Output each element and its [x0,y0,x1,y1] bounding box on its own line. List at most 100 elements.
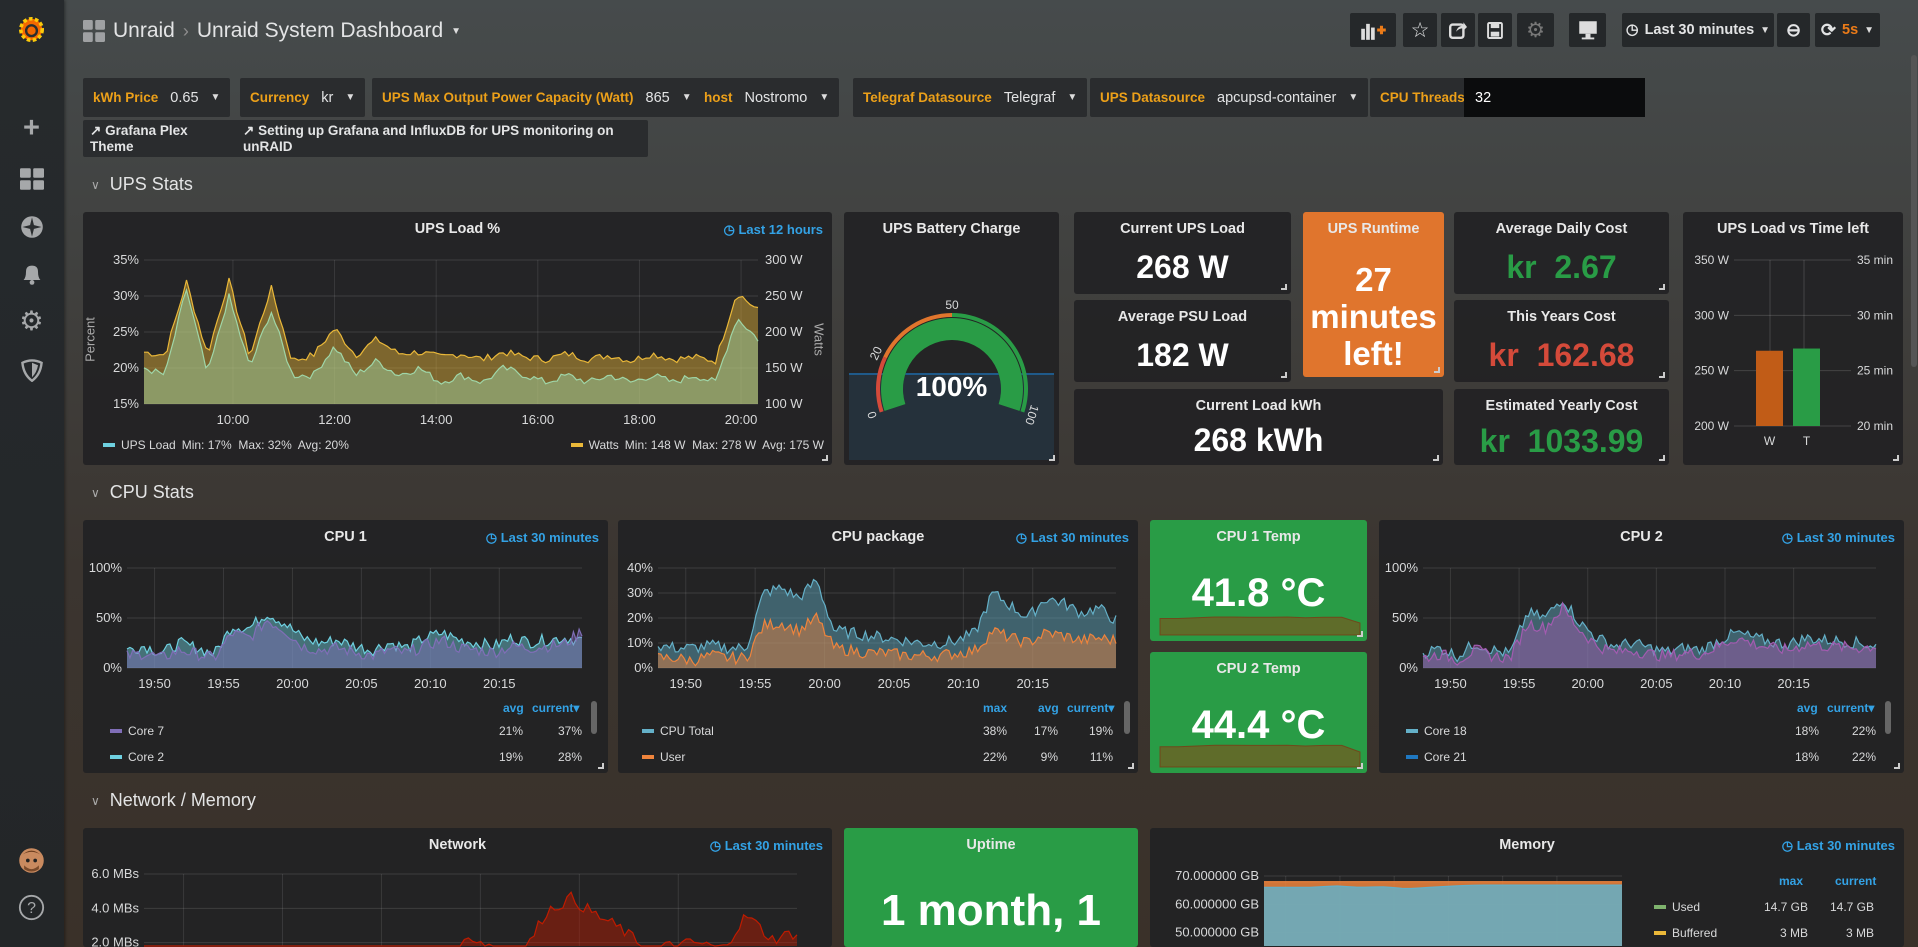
panel-this-years-cost[interactable]: This Years Cost kr 162.68 [1454,300,1669,382]
variable-telegraf-datasource[interactable]: Telegraf Datasource Telegraf ▼ [853,78,1088,117]
resize-handle[interactable] [1659,455,1665,461]
resize-handle[interactable] [1281,284,1287,290]
panel-title[interactable]: CPU package [831,529,925,545]
panel-average-psu-load[interactable]: Average PSU Load 182 W [1074,300,1291,382]
panel-title[interactable]: UPS Load % [414,221,501,237]
resize-handle[interactable] [1357,631,1363,637]
legend-header-max[interactable]: max [983,701,1008,715]
panel-title[interactable]: Memory [1499,837,1555,853]
legend-header-max[interactable]: max [1779,874,1804,888]
legend-item-ups-load[interactable]: UPS Load Min: 17% Max: 32% Avg: 20% [103,438,349,452]
panel-title[interactable]: Current Load kWh [1195,398,1322,414]
panel-title[interactable]: CPU 2 [1620,529,1663,545]
legend-item[interactable]: Used [1654,900,1700,914]
panel-title[interactable]: UPS Load vs Time left [1716,221,1870,237]
resize-handle[interactable] [822,455,828,461]
variable-host[interactable]: host Nostromo ▼ [694,78,840,117]
configuration-gear-icon[interactable]: ⚙ [19,306,44,336]
legend-item[interactable]: Buffered [1654,926,1717,940]
legend-scrollbar[interactable] [1885,701,1891,734]
variable-value[interactable]: kr [321,89,334,106]
legend-item[interactable]: Core 7 [110,724,164,738]
resize-handle[interactable] [1433,455,1439,461]
star-button[interactable]: ☆ [1403,13,1437,47]
variable-value[interactable]: Telegraf [1003,89,1056,106]
tv-mode-button[interactable] [1569,13,1606,47]
panel-memory[interactable]: Memory ◷ Last 30 minutes 50.000000 GB 60.… [1150,828,1904,947]
legend-scrollbar[interactable] [591,701,597,734]
panel-title[interactable]: Network [428,837,487,853]
resize-handle[interactable] [1659,372,1665,378]
legend-item[interactable]: Core 21 [1406,750,1467,764]
panel-cpu2[interactable]: CPU 2 ◷ Last 30 minutes 0% 50% 100% 19:50 19… [1379,520,1904,773]
resize-handle[interactable] [1049,455,1055,461]
dashboards-icon[interactable] [17,164,46,193]
user-avatar[interactable] [17,846,46,875]
panel-uptime[interactable]: Uptime 1 month, 1 [844,828,1138,947]
variable-ups-datasource[interactable]: UPS Datasource apcupsd-container ▼ [1090,78,1369,117]
panel-ups-load-vs-time-left[interactable]: UPS Load vs Time left 200 W 250 W 300 W 350… [1683,212,1903,465]
resize-handle[interactable] [1357,763,1363,769]
plus-icon[interactable]: + [23,112,40,144]
server-admin-shield-icon[interactable] [17,355,46,384]
legend-item[interactable]: CPU Total [642,724,714,738]
explore-compass-icon[interactable] [17,212,46,241]
panel-ups-battery-charge[interactable]: UPS Battery Charge 0 20 50 100 100% [844,212,1059,465]
legend-header-avg[interactable]: avg [503,701,524,715]
variable-kwh-price[interactable]: kWh Price 0.65 ▼ [83,78,231,117]
alerting-bell-icon[interactable] [17,259,46,288]
panel-title[interactable]: Uptime [966,837,1016,853]
panel-network[interactable]: Network ◷ Last 30 minutes 2.0 MBs 4.0 MBs… [83,828,832,947]
resize-handle[interactable] [1894,763,1900,769]
variable-value[interactable]: 0.65 [170,89,199,106]
panel-title[interactable]: UPS Battery Charge [882,221,1021,237]
legend-header-current[interactable]: current▾ [532,701,580,715]
legend-scrollbar[interactable] [1124,701,1130,734]
dashboard-link[interactable]: ↗ Grafana Plex Theme [90,123,226,154]
breadcrumb-folder[interactable]: Unraid [113,19,175,42]
legend-item[interactable]: Core 18 [1406,724,1467,738]
panel-ups-runtime[interactable]: UPS Runtime 27 minutes left! [1303,212,1444,377]
row-ups-stats[interactable]: ∨ UPS Stats [91,174,193,195]
row-network-memory[interactable]: ∨ Network / Memory [91,790,256,811]
panel-current-ups-load[interactable]: Current UPS Load 268 W [1074,212,1291,294]
dashboard-title[interactable]: Unraid System Dashboard [196,19,444,42]
row-cpu-stats[interactable]: ∨ CPU Stats [91,482,194,503]
legend-header-avg[interactable]: avg [1797,701,1818,715]
refresh-button[interactable]: ⟳ 5s ▼ [1815,13,1880,47]
panel-title[interactable]: Current UPS Load [1120,221,1245,237]
legend-item[interactable]: Core 2 [110,750,164,764]
panel-cpu1[interactable]: CPU 1 ◷ Last 30 minutes 0% 50% 100% 19:50 19… [83,520,608,773]
panel-cpu2-temp[interactable]: CPU 2 Temp 44.4 °C [1150,652,1367,773]
legend-header-current[interactable]: current▾ [1827,701,1875,715]
chevron-down-icon[interactable]: ▼ [451,25,462,37]
settings-button[interactable]: ⚙ [1517,13,1554,47]
legend-item[interactable]: User [642,750,685,764]
refresh-interval[interactable]: 5s [1842,22,1859,38]
panel-title[interactable]: Estimated Yearly Cost [1485,398,1638,414]
cpu-threads-input[interactable]: 32 [1464,78,1645,117]
panel-cpu1-temp[interactable]: CPU 1 Temp 41.8 °C [1150,520,1367,641]
save-button[interactable] [1478,13,1512,47]
variable-value[interactable]: apcupsd-container [1217,89,1337,106]
panel-title[interactable]: Average Daily Cost [1495,221,1628,237]
add-panel-button[interactable] [1350,13,1396,47]
legend-header-avg[interactable]: avg [1038,701,1059,715]
resize-handle[interactable] [1128,763,1134,769]
share-button[interactable] [1441,13,1475,47]
panel-title[interactable]: CPU 2 Temp [1216,661,1301,677]
variable-ups-max-output[interactable]: UPS Max Output Power Capacity (Watt) 865 ▼ [372,78,702,117]
variable-currency[interactable]: Currency kr ▼ [240,78,366,117]
resize-handle[interactable] [598,763,604,769]
dashboard-link[interactable]: ↗ Setting up Grafana and InfluxDB for UP… [243,123,641,154]
panel-title[interactable]: Average PSU Load [1117,309,1248,325]
panel-title[interactable]: UPS Runtime [1327,221,1420,237]
resize-handle[interactable] [1281,372,1287,378]
panel-ups-load[interactable]: UPS Load % ◷ Last 12 hours 15% 20% 25% 30% 3… [83,212,832,465]
help-icon[interactable]: ? [17,893,46,922]
grafana-logo-icon[interactable] [17,15,46,44]
panel-current-load-kwh[interactable]: Current Load kWh 268 kWh [1074,389,1443,465]
variable-value[interactable]: Nostromo [744,89,808,106]
panel-estimated-yearly-cost[interactable]: Estimated Yearly Cost kr 1033.99 [1454,389,1669,465]
legend-header-current[interactable]: current▾ [1067,701,1115,715]
